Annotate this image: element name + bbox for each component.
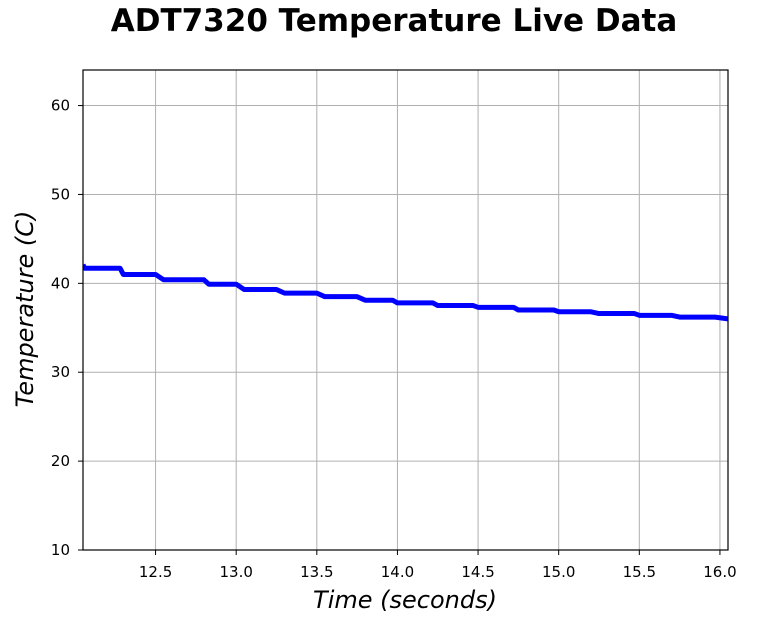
chart-title: ADT7320 Temperature Live Data: [111, 3, 678, 39]
y-tick-label: 30: [51, 363, 70, 381]
x-tick-label: 14.5: [461, 563, 494, 581]
y-axis-ticks: 10 20 30 40 50 60: [51, 97, 83, 559]
series-layer: [83, 263, 728, 322]
x-tick-label: 12.5: [139, 563, 172, 581]
x-axis-ticks: 12.5 13.0 13.5 14.0 14.5 15.0 15.5 16.0: [139, 550, 737, 581]
plot-frame: [82, 69, 729, 551]
y-axis-label: Temperature (C): [11, 211, 39, 408]
x-tick-label: 15.0: [542, 563, 575, 581]
x-axis-label: Time (seconds): [313, 586, 497, 614]
y-tick-label: 10: [51, 541, 70, 559]
x-tick-label: 15.5: [623, 563, 656, 581]
x-tick-label: 13.0: [219, 563, 252, 581]
x-tick-label: 16.0: [703, 563, 736, 581]
y-tick-label: 60: [51, 97, 70, 115]
grid: [83, 70, 728, 551]
x-tick-label: 14.0: [381, 563, 414, 581]
y-tick-label: 50: [51, 185, 70, 203]
x-tick-label: 13.5: [300, 563, 333, 581]
series-line: [83, 263, 728, 322]
y-tick-label: 20: [51, 452, 70, 470]
plot-border: [82, 69, 729, 551]
y-tick-label: 40: [51, 274, 70, 292]
